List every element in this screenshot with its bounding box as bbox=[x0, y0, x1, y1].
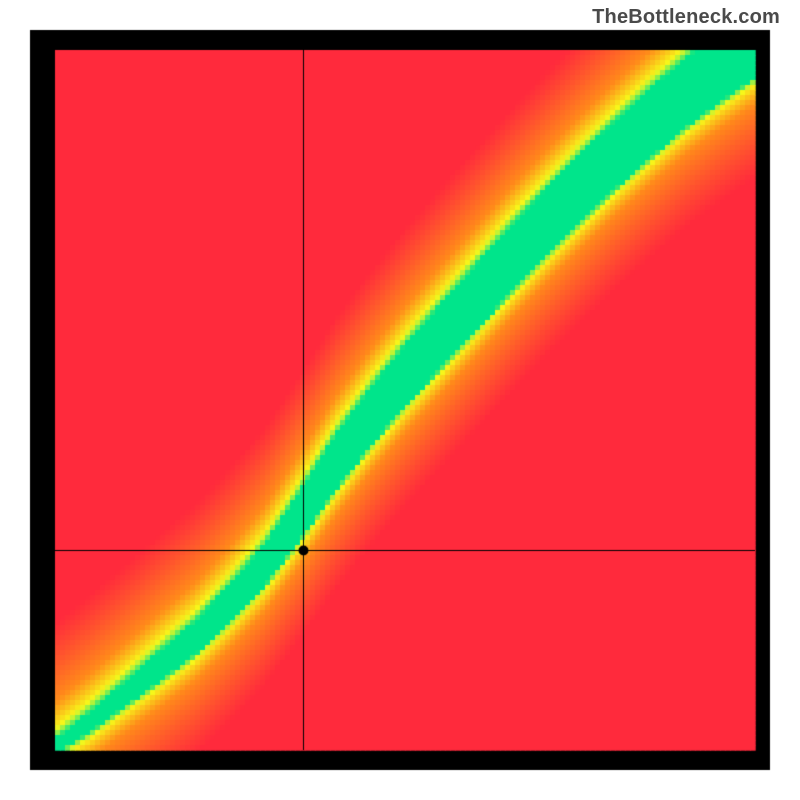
bottleneck-heatmap-chart bbox=[0, 0, 800, 800]
watermark-text: TheBottleneck.com bbox=[592, 6, 780, 29]
